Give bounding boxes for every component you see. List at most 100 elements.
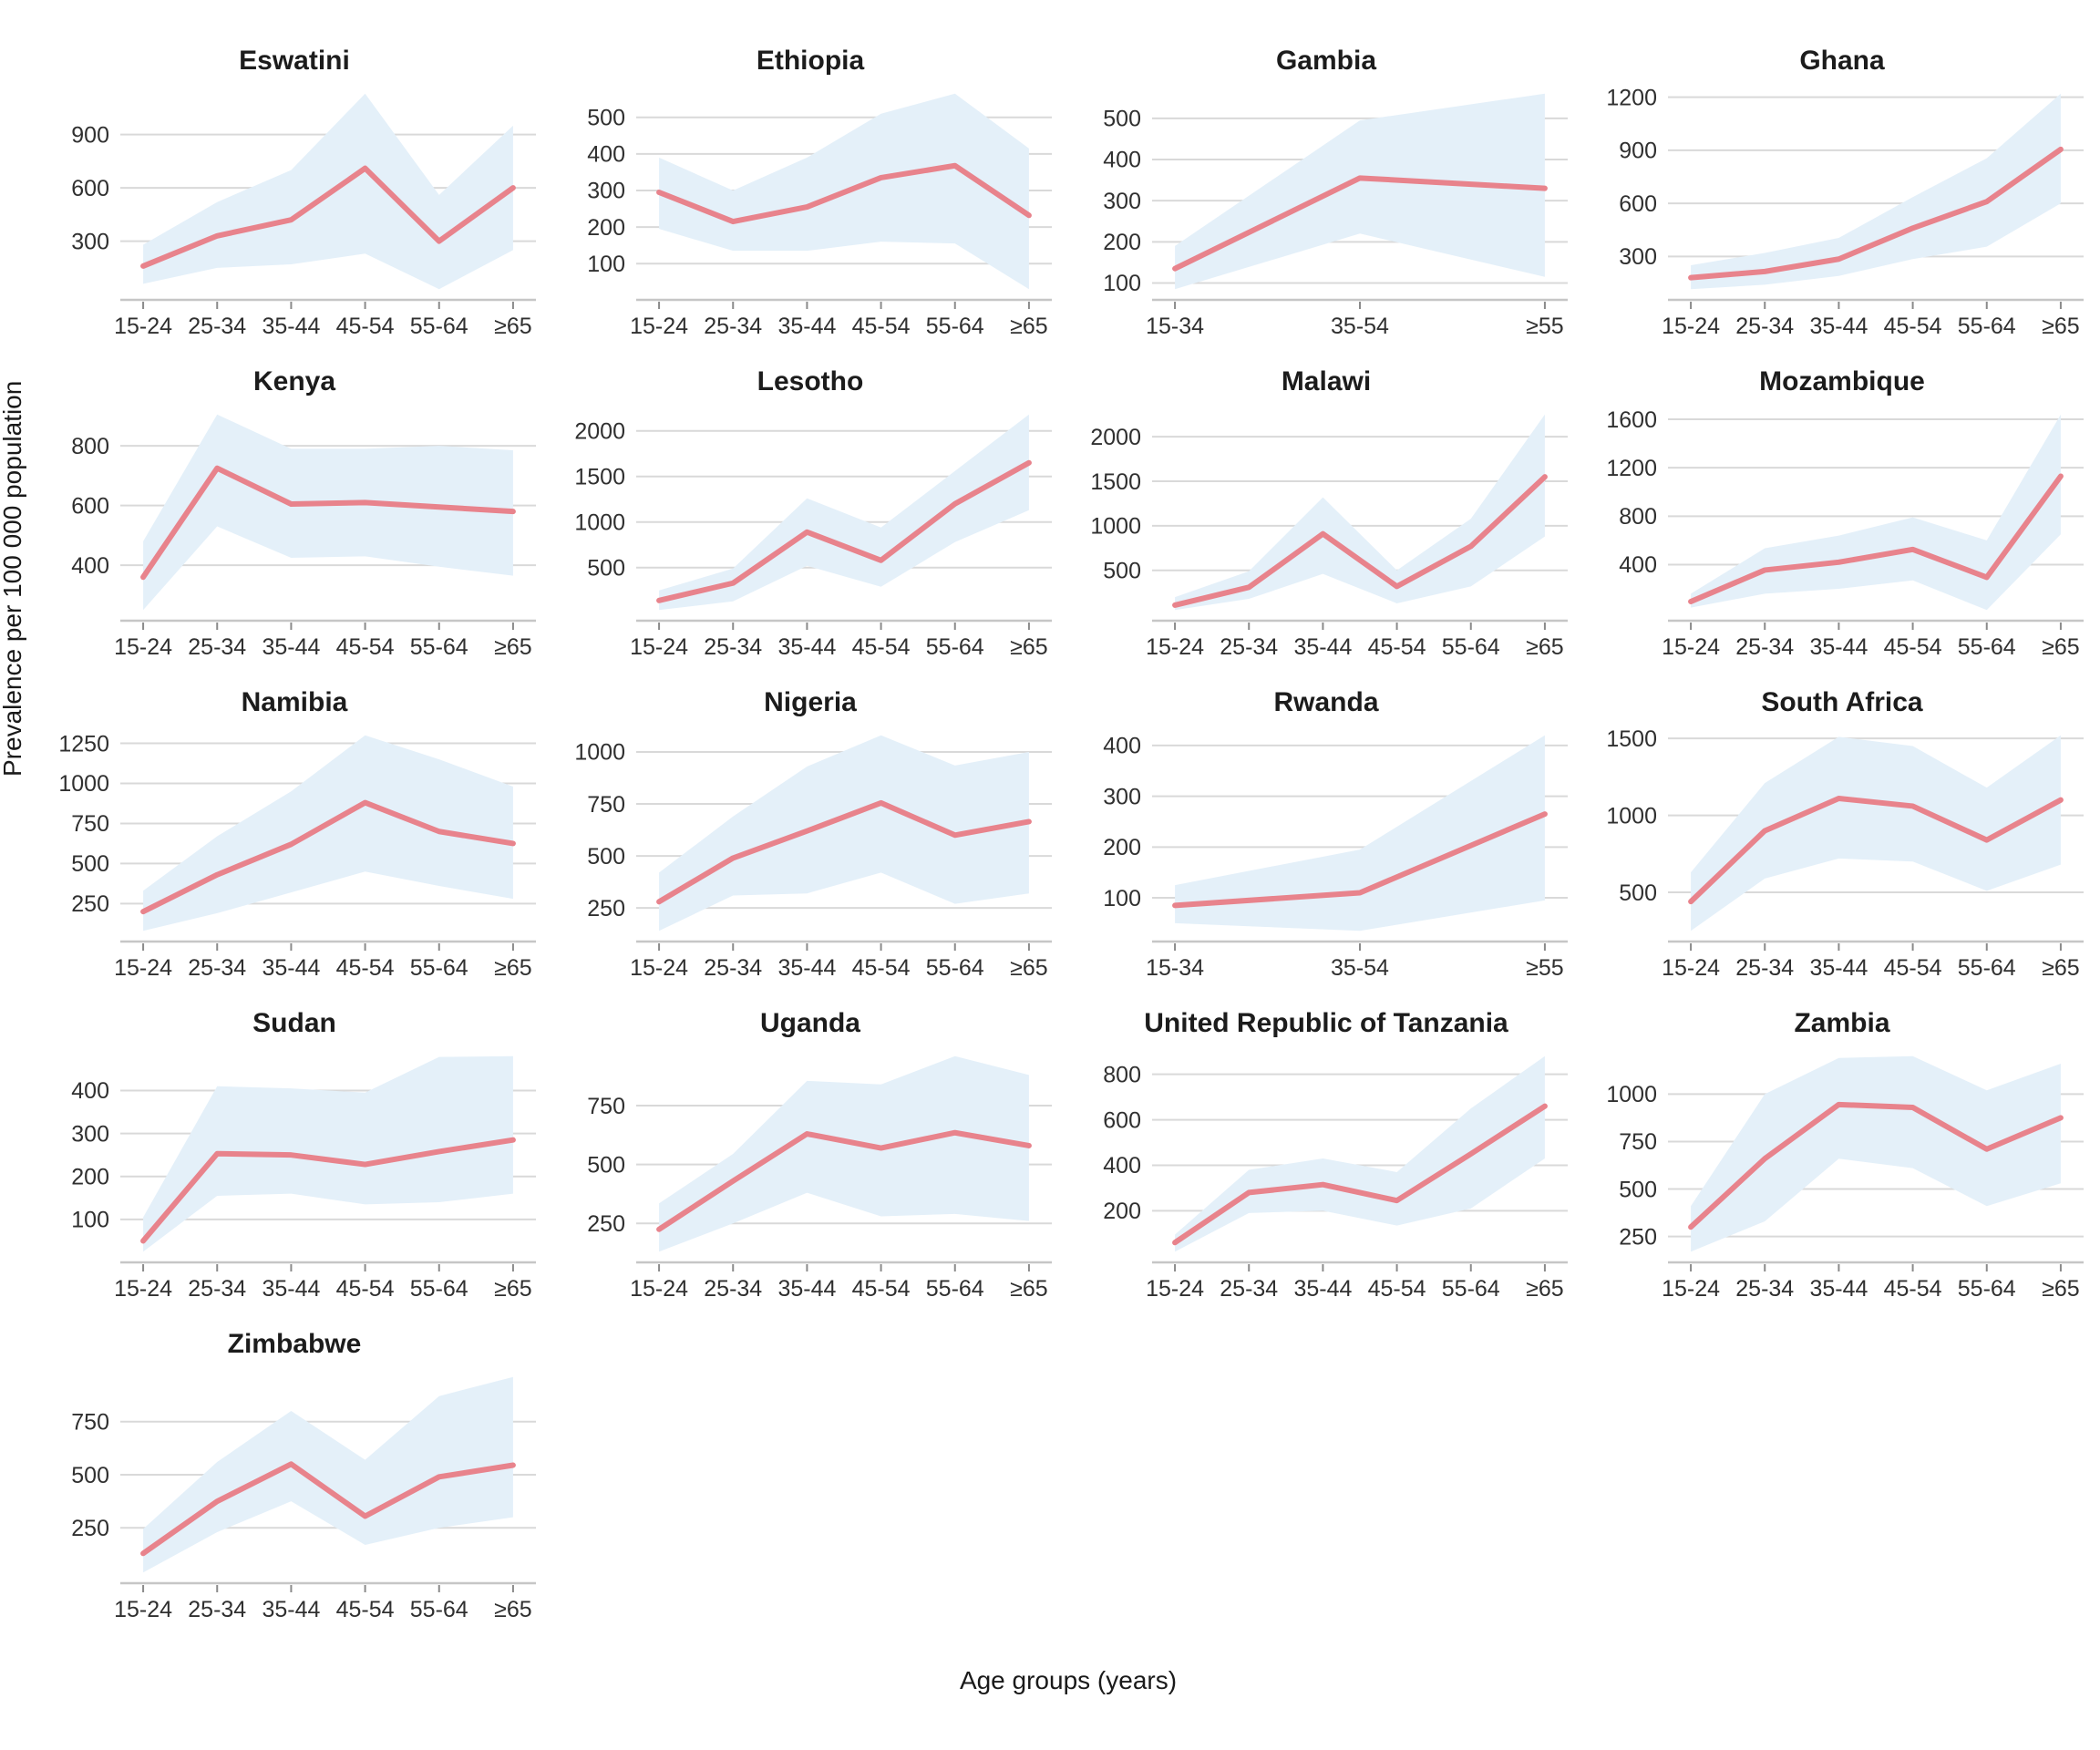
- x-tick-label: 15-24: [630, 634, 688, 660]
- y-tick-label: 1600: [1606, 407, 1657, 433]
- prevalence-line: [140, 1461, 516, 1557]
- prevalence-line: [1172, 1103, 1548, 1246]
- x-tick-label: 25-34: [188, 634, 246, 660]
- x-tick-label: 35-44: [1293, 634, 1352, 660]
- prevalence-line: [656, 1129, 1032, 1232]
- y-tick-label: 800: [71, 434, 109, 459]
- y-tick-label: 1000: [574, 510, 625, 536]
- confidence-band: [1175, 414, 1545, 611]
- x-tick-label: 15-24: [1662, 1276, 1720, 1302]
- y-tick-label: 200: [1103, 1199, 1141, 1224]
- x-tick-label: 25-34: [1220, 1276, 1278, 1302]
- y-tick-label: 500: [587, 1152, 625, 1178]
- x-tick-label: 55-64: [1958, 314, 2016, 339]
- x-tick-label: ≥65: [1010, 314, 1048, 339]
- x-tick-label: 35-44: [262, 1597, 320, 1622]
- x-tick-label: 15-24: [1662, 955, 1720, 981]
- panel-south-africa: South Africa 500 1000 1500 15-24 25-34 35-44 45…: [1584, 665, 2100, 986]
- x-tick-label: 55-64: [926, 314, 984, 339]
- y-tick-label: 250: [71, 1516, 109, 1541]
- panel-zimbabwe: Zimbabwe 250 500 750 15-24 25-34 35-44 45-54 55-…: [36, 1307, 552, 1628]
- prevalence-line: [1172, 175, 1548, 272]
- confidence-band: [1691, 735, 2061, 932]
- y-tick-label: 100: [1103, 271, 1141, 296]
- panel-malawi: Malawi 500 1000 1500 2000 15-24 25-34 35-44 45-5…: [1068, 345, 1584, 665]
- y-tick-label: 750: [587, 792, 625, 818]
- x-tick-label: 15-24: [1146, 634, 1204, 660]
- y-tick-label: 300: [1103, 189, 1141, 214]
- y-axis-label: Prevalence per 100 000 population: [0, 380, 26, 777]
- x-tick-label: 15-24: [114, 955, 172, 981]
- panel-plot: 300 600 900 15-24 25-34 35-44 45-54 55-64 ≥65: [71, 93, 536, 339]
- y-tick-label: 250: [587, 1211, 625, 1237]
- prevalence-line: [1688, 146, 2064, 281]
- x-tick-label: ≥65: [2042, 314, 2080, 339]
- panel-title: Gambia: [1275, 46, 1377, 76]
- x-tick-label: ≥65: [1010, 634, 1048, 660]
- x-tick-label: ≥55: [1526, 955, 1564, 981]
- x-tick-label: 45-54: [852, 955, 911, 981]
- x-tick-label: 45-54: [336, 314, 395, 339]
- prevalence-line: [1172, 474, 1548, 608]
- prevalence-line: [140, 465, 516, 581]
- x-tick-label: 45-54: [1368, 1276, 1426, 1302]
- x-tick-label: 35-44: [1809, 955, 1868, 981]
- panel-plot: 500 1000 1500 2000 15-24 25-34 35-44 45-54 55-64…: [1090, 414, 1568, 660]
- x-tick-label: 55-64: [1958, 955, 2016, 981]
- panel-zambia: Zambia 250 500 750 1000 15-24 25-34 35-44 45-54 5…: [1584, 986, 2100, 1307]
- y-tick-label: 750: [1619, 1129, 1657, 1155]
- y-tick-label: 1000: [574, 740, 625, 766]
- x-tick-label: 15-34: [1146, 955, 1204, 981]
- x-tick-label: 45-54: [336, 955, 395, 981]
- confidence-band: [143, 735, 513, 932]
- panel-kenya: Kenya 400 600 800 15-24 25-34 35-44 45-54 55-64 ≥…: [36, 345, 552, 665]
- panel-namibia: Namibia 250 500 750 1000 1250 15-24 25-34 35-44 4…: [36, 665, 552, 986]
- x-tick-label: 45-54: [852, 314, 911, 339]
- y-tick-label: 1500: [574, 464, 625, 489]
- y-tick-label: 750: [71, 1409, 109, 1435]
- x-tick-label: 25-34: [704, 634, 762, 660]
- panel-title: Lesotho: [757, 366, 864, 396]
- panel-plot: 300 600 900 1200 15-24 25-34 35-44 45-54 55-64 ≥6…: [1606, 85, 2084, 339]
- panel-rwanda: Rwanda 100 200 300 400 15-34 35-54 ≥55: [1068, 665, 1584, 986]
- x-tick-label: 15-24: [114, 314, 172, 339]
- x-tick-label: ≥65: [494, 634, 532, 660]
- panel-plot: 100 200 300 400 15-24 25-34 35-44 45-54 55-64 ≥65: [71, 1055, 536, 1302]
- y-tick-label: 900: [71, 122, 109, 148]
- prevalence-line: [1688, 1101, 2064, 1230]
- panel-title: Nigeria: [764, 687, 857, 717]
- x-tick-label: 35-54: [1331, 955, 1389, 981]
- y-tick-label: 250: [71, 891, 109, 917]
- panel-title: Zimbabwe: [227, 1329, 362, 1359]
- panel-united-republic-of-tanzania: United Republic of Tanzania 200 400 600 800 1…: [1068, 986, 1584, 1307]
- y-tick-label: 500: [587, 844, 625, 870]
- confidence-band: [143, 1376, 513, 1573]
- y-tick-label: 300: [587, 179, 625, 204]
- y-tick-label: 250: [1619, 1224, 1657, 1250]
- y-tick-label: 100: [587, 252, 625, 277]
- y-tick-label: 600: [1619, 191, 1657, 217]
- panel-nigeria: Nigeria 250 500 750 1000 15-24 25-34 35-44 45-54…: [552, 665, 1068, 986]
- panel-title: South Africa: [1761, 687, 1923, 717]
- x-tick-label: ≥65: [2042, 1276, 2080, 1302]
- x-tick-label: ≥65: [1526, 1276, 1564, 1302]
- x-tick-label: ≥65: [494, 1597, 532, 1622]
- y-tick-label: 400: [1619, 552, 1657, 578]
- y-tick-label: 300: [1103, 784, 1141, 809]
- x-tick-label: 35-44: [262, 634, 320, 660]
- x-tick-label: 15-24: [630, 1276, 688, 1302]
- x-tick-label: 45-54: [852, 634, 911, 660]
- y-tick-label: 800: [1619, 504, 1657, 530]
- confidence-band: [1175, 1055, 1545, 1252]
- x-tick-label: 55-64: [410, 955, 468, 981]
- y-tick-label: 2000: [574, 418, 625, 444]
- prevalence-line: [1688, 473, 2064, 604]
- panel-title: Ethiopia: [756, 46, 865, 76]
- panel-plot: 100 200 300 400 500 15-24 25-34 35-44 45-54 55-64…: [587, 93, 1052, 339]
- panel-title: Rwanda: [1273, 687, 1379, 717]
- x-tick-label: 55-64: [1958, 634, 2016, 660]
- x-tick-label: 35-44: [262, 955, 320, 981]
- x-tick-label: 35-44: [1809, 634, 1868, 660]
- prevalence-line: [656, 459, 1032, 603]
- y-tick-label: 100: [71, 1208, 109, 1233]
